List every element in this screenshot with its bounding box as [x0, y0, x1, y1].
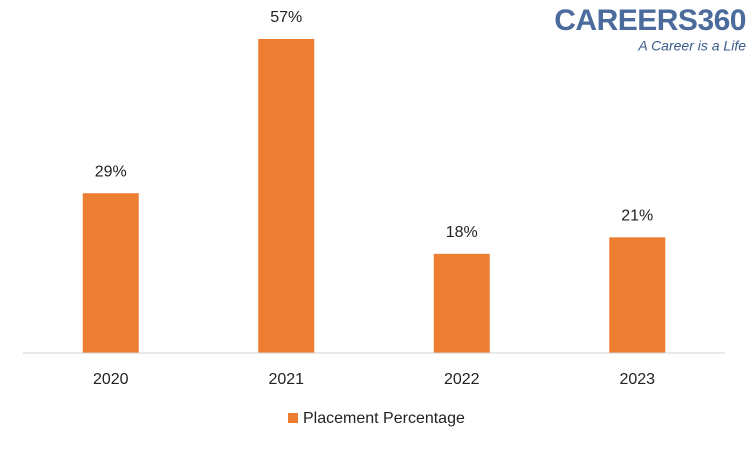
data-label: 18%	[446, 224, 478, 241]
x-tick-label: 2023	[619, 371, 655, 388]
logo-tagline: A Career is a Life	[637, 38, 746, 54]
data-label: 21%	[621, 208, 653, 225]
bar	[433, 253, 490, 353]
bar	[258, 39, 315, 353]
legend-label: Placement Percentage	[303, 410, 465, 427]
x-tick-label: 2021	[268, 371, 304, 388]
logo-text: CAREERS360	[554, 4, 746, 37]
x-tick-label: 2022	[444, 371, 480, 388]
legend-swatch	[288, 413, 298, 423]
x-tick-label: 2020	[93, 371, 129, 388]
data-label: 29%	[95, 163, 127, 180]
bar	[82, 193, 139, 353]
data-label: 57%	[270, 9, 302, 26]
bar	[609, 237, 666, 353]
